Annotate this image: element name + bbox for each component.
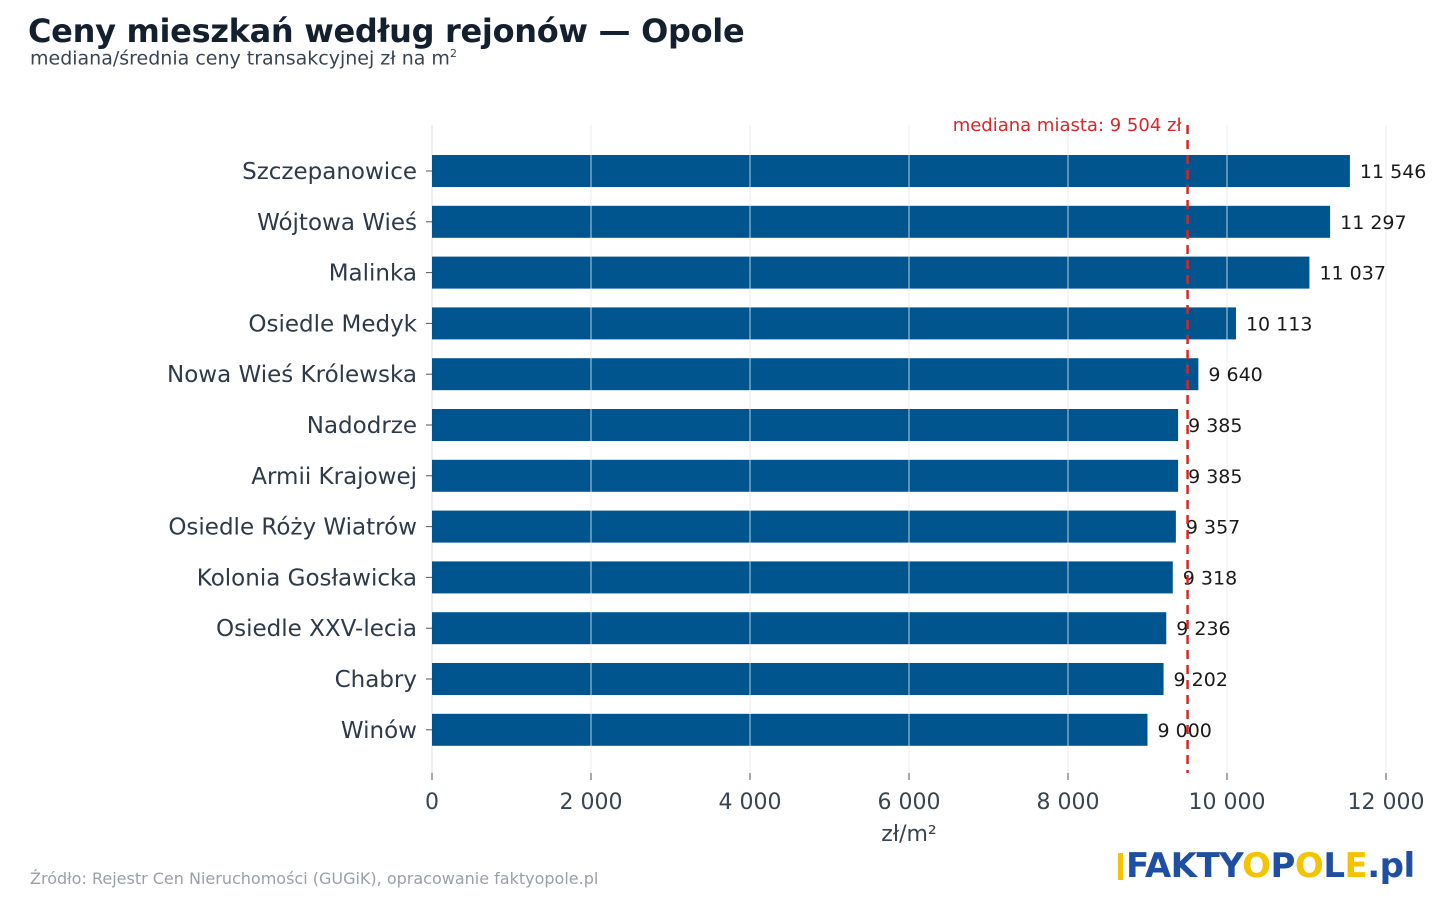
value-labels: 11 546 11 297 11 037 10 113 9 640 9 385 9 385 9…	[1158, 161, 1427, 742]
category-label: Nowa Wieś Królewska	[167, 362, 417, 388]
subtitle-text: mediana/średnia ceny transakcyjnej zł na…	[30, 47, 450, 70]
chart-subtitle: mediana/średnia ceny transakcyjnej zł na…	[30, 47, 457, 69]
bar	[432, 663, 1164, 695]
category-label: Osiedle Róży Wiatrów	[168, 515, 417, 541]
bars	[432, 125, 1387, 773]
median-label: mediana miasta: 9 504 zł	[953, 115, 1183, 136]
x-axis: 0 2 000 4 000 6 000 8 000 10 000 12 000 zł/m²	[425, 773, 1424, 847]
bar	[432, 155, 1350, 187]
subtitle-superscript: 2	[449, 47, 457, 60]
x-tick-label: 10 000	[1189, 790, 1266, 815]
faktyopole-logo[interactable]: FAKTYOPOLE.pl	[1118, 846, 1415, 886]
category-label: Kolonia Gosławicka	[197, 565, 417, 591]
logo-e: E	[1344, 846, 1368, 886]
bar	[432, 561, 1173, 594]
x-axis-label: zł/m²	[881, 822, 936, 847]
chart-title: Ceny mieszkań według rejonów — Opole	[28, 12, 745, 50]
x-tick-label: 4 000	[719, 790, 782, 815]
bar	[432, 612, 1167, 645]
logo-l: L	[1323, 846, 1345, 886]
category-label: Winów	[341, 718, 417, 744]
bar	[432, 459, 1179, 492]
x-tick-label: 2 000	[560, 790, 623, 815]
bar	[432, 510, 1176, 543]
value-label: 9 236	[1176, 618, 1230, 640]
x-tick-label: 8 000	[1037, 790, 1100, 815]
value-label: 9 000	[1158, 720, 1212, 742]
value-label: 10 113	[1246, 313, 1312, 335]
bar	[432, 713, 1148, 746]
logo-domain: .pl	[1367, 846, 1415, 886]
value-label: 11 037	[1319, 263, 1385, 285]
source-note: Źródło: Rejestr Cen Nieruchomości (GUGiK…	[30, 869, 599, 888]
category-label: Szczepanowice	[242, 159, 417, 185]
x-tick-label: 0	[425, 790, 439, 815]
value-label: 11 297	[1340, 212, 1406, 234]
value-label: 11 546	[1360, 161, 1426, 183]
value-label: 9 357	[1186, 517, 1240, 539]
value-label: 9 385	[1188, 415, 1242, 437]
bar	[432, 358, 1199, 391]
x-tick-label: 12 000	[1348, 790, 1425, 815]
logo-o: O	[1242, 846, 1271, 886]
median-reference: mediana miasta: 9 504 zł	[953, 115, 1189, 773]
value-label: 9 318	[1183, 567, 1237, 589]
category-labels: Szczepanowice Wójtowa Wieś Malinka Osiedle …	[167, 159, 432, 744]
bar	[432, 256, 1310, 289]
value-label: 9 640	[1208, 364, 1262, 386]
category-label: Chabry	[335, 667, 417, 693]
x-tick-label: 6 000	[878, 790, 941, 815]
bar	[432, 409, 1179, 441]
category-label: Armii Krajowej	[251, 464, 417, 490]
logo-p: P	[1270, 846, 1296, 886]
category-label: Osiedle XXV-lecia	[216, 616, 417, 642]
category-label: Osiedle Medyk	[248, 311, 417, 337]
category-label: Wójtowa Wieś	[257, 210, 417, 236]
bar	[432, 307, 1236, 340]
value-label: 9 202	[1174, 669, 1228, 691]
logo-fakty: FAKTY	[1126, 846, 1243, 886]
value-label: 9 385	[1188, 466, 1242, 488]
category-label: Malinka	[329, 261, 417, 287]
bar	[432, 205, 1331, 238]
logo-o2: O	[1294, 846, 1324, 886]
category-label: Nadodrze	[307, 413, 417, 439]
logo-bar-icon	[1118, 853, 1123, 880]
